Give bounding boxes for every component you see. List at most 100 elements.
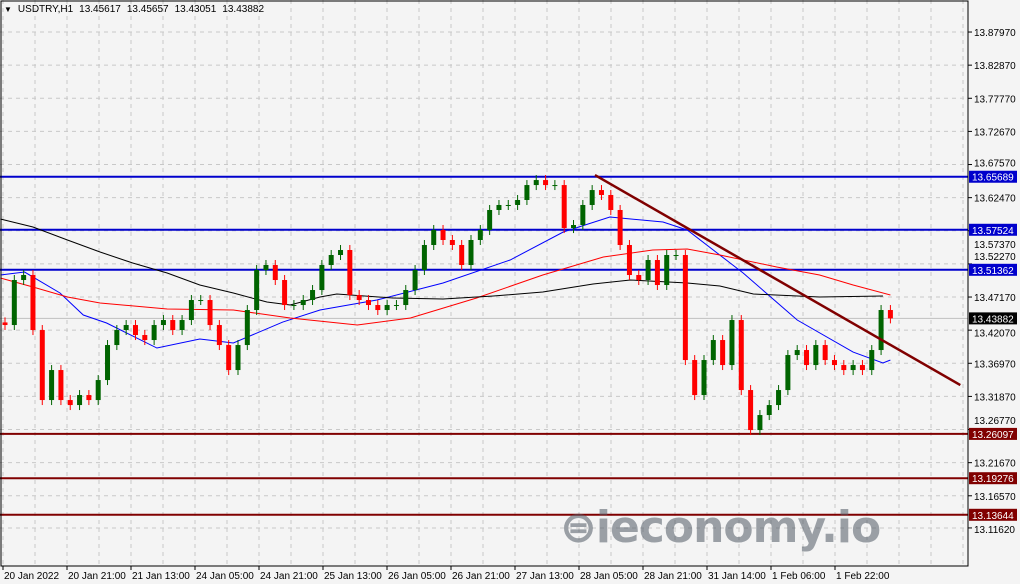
- candle-body: [365, 300, 371, 306]
- candle-body: [356, 295, 362, 301]
- level-price-tag: [969, 263, 1017, 276]
- candle-body: [21, 275, 27, 281]
- trendline: [594, 173, 961, 387]
- time-tick-label: 20 Jan 2022: [4, 571, 59, 582]
- candle-body: [39, 330, 45, 401]
- candle-body: [160, 320, 166, 326]
- level-price-label: 13.19276: [972, 474, 1014, 485]
- price-tick-label: 13.36970: [974, 359, 1016, 370]
- candle-body: [748, 390, 754, 431]
- candle-body: [375, 305, 381, 311]
- time-tick-label: 21 Jan 13:00: [132, 571, 190, 582]
- price-tick-label: 13.16570: [974, 492, 1016, 503]
- candle-body: [114, 330, 120, 346]
- candle-body: [645, 260, 651, 281]
- candle-body: [123, 325, 129, 331]
- last-price-tag: [969, 312, 1017, 325]
- price-tick-label: 13.31870: [974, 392, 1016, 403]
- candle-body: [766, 405, 772, 416]
- dropdown-triangle-icon[interactable]: ▼: [4, 5, 12, 14]
- candle-body: [449, 240, 455, 246]
- level-price-label: 13.65689: [972, 173, 1014, 184]
- time-axis[interactable]: 20 Jan 2022 20 Jan 21:00 21 Jan 13:00 24 Ja…: [2, 566, 890, 582]
- candle-body: [263, 265, 269, 271]
- candle-body: [654, 260, 660, 286]
- candle-body: [692, 360, 698, 396]
- time-tick-label: 26 Jan 05:00: [388, 571, 446, 582]
- close-value: 13.43882: [222, 4, 265, 15]
- candle-body: [67, 400, 73, 406]
- candle-body: [142, 335, 148, 341]
- price-tick-label: 13.47170: [974, 293, 1016, 304]
- candle-body: [226, 345, 232, 371]
- time-tick-label: 24 Jan 05:00: [196, 571, 254, 582]
- candle-body: [869, 350, 875, 371]
- candle-body: [859, 365, 865, 371]
- time-tick-label: 1 Feb 06:00: [772, 571, 826, 582]
- level-price-tag: [969, 508, 1017, 521]
- time-tick-label: 27 Jan 13:00: [516, 571, 574, 582]
- candle-body: [477, 229, 483, 241]
- candle-body: [338, 250, 344, 256]
- candle-body: [86, 395, 92, 401]
- time-tick-label: 26 Jan 21:00: [452, 571, 510, 582]
- candle-body: [151, 325, 157, 341]
- candle-body: [710, 340, 716, 361]
- candle-body: [30, 275, 36, 331]
- candle-body: [403, 290, 409, 306]
- symbol-label: USDTRY,H1: [17, 4, 74, 15]
- price-tick-label: 13.87970: [974, 28, 1016, 39]
- price-tick-label: 13.62470: [974, 194, 1016, 205]
- high-value: 13.45657: [126, 4, 169, 15]
- candle-body: [887, 310, 893, 319]
- candle-body: [2, 322, 8, 326]
- price-axis[interactable]: 13.87970 13.82870 13.77770 13.72670 13.67570…: [968, 28, 1017, 536]
- candle-body: [729, 320, 735, 366]
- ieconomy-logo: ⊜ieconomy.io: [560, 502, 881, 553]
- candle-body: [291, 305, 297, 307]
- candle-body: [636, 275, 642, 281]
- candle-body: [496, 204, 502, 210]
- price-tick-label: 13.67570: [974, 159, 1016, 170]
- candle-body: [878, 310, 884, 351]
- time-tick-label: 28 Jan 21:00: [644, 571, 702, 582]
- price-tick-label: 13.42070: [974, 328, 1016, 339]
- candle-body: [543, 180, 549, 186]
- candle-body: [626, 245, 632, 276]
- candle-body: [794, 350, 800, 356]
- candle-body: [198, 300, 204, 302]
- candle-body: [524, 185, 530, 200]
- plot-frame: [0, 0, 969, 567]
- moving-average-line: [0, 216, 891, 364]
- candle-body: [49, 370, 55, 401]
- price-tick-label: 13.11620: [974, 525, 1015, 536]
- candle-body: [785, 355, 791, 391]
- candle-body: [179, 320, 185, 331]
- candle-body: [589, 190, 595, 205]
- time-tick-label: 31 Jan 14:00: [708, 571, 766, 582]
- candle-body: [580, 204, 586, 225]
- candle-body: [254, 270, 260, 311]
- horizontal-levels: [0, 175, 968, 516]
- candle-body: [598, 190, 604, 195]
- price-tick-label: 13.26770: [974, 416, 1016, 427]
- level-price-tag: [969, 472, 1017, 485]
- candle-body: [720, 340, 726, 366]
- candle-body: [664, 255, 670, 286]
- time-tick-label: 20 Jan 21:00: [68, 571, 126, 582]
- candle-body: [393, 305, 399, 307]
- level-price-label: 13.51362: [972, 266, 1014, 277]
- candle-body: [561, 185, 567, 229]
- candle-body: [207, 300, 213, 326]
- candle-body: [487, 209, 493, 230]
- candle-body: [505, 204, 511, 206]
- candle-body: [347, 250, 353, 296]
- candles: [2, 175, 893, 436]
- candle-body: [841, 365, 847, 371]
- candle-body: [701, 360, 707, 396]
- candle-body: [412, 270, 418, 291]
- candle-body: [738, 320, 744, 391]
- candle-body: [459, 245, 465, 266]
